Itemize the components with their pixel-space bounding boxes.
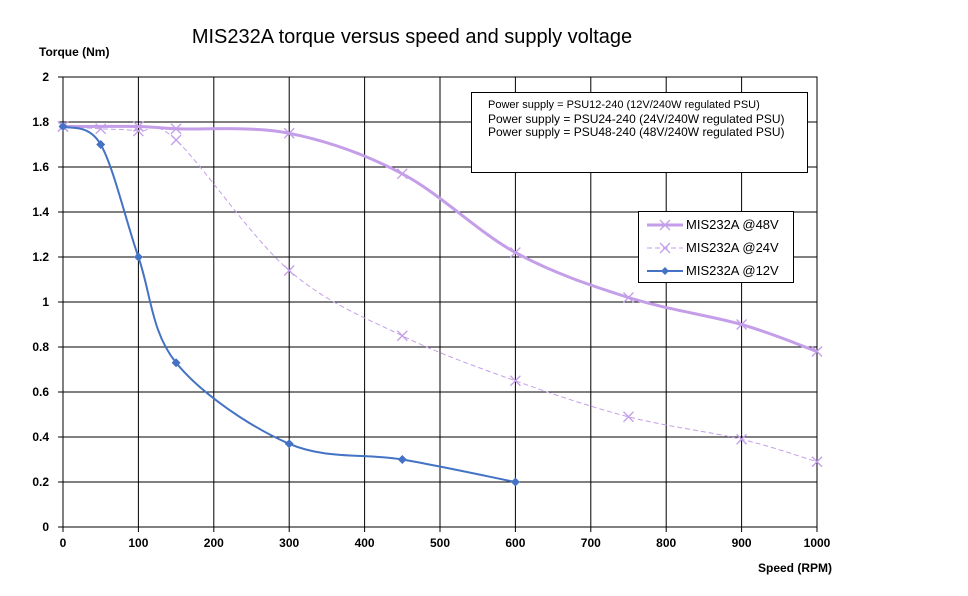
y-tick-label: 0.2 (32, 475, 49, 489)
axes: 0 100 200 300 400 500 600 700 800 900 1000 0 0.2 0.4 0… (32, 70, 830, 550)
y-tick-label: 0.4 (32, 430, 49, 444)
y-tick-label: 0.8 (32, 340, 49, 354)
data-point-marker (396, 168, 408, 180)
series-line-24v (62, 126, 818, 463)
legend-label-12v: MIS232A @12V (686, 263, 779, 278)
x-tick-label: 900 (732, 536, 752, 550)
data-point-marker (623, 292, 634, 303)
data-point-marker (58, 122, 68, 131)
legend-item-12v: MIS232A @12V (639, 260, 795, 282)
legend-label-24v: MIS232A @24V (686, 240, 779, 255)
x-tick-label: 0 (60, 536, 67, 550)
chart-title: MIS232A torque versus speed and supply v… (192, 26, 632, 48)
data-point-marker (284, 439, 294, 449)
data-point-marker (170, 134, 182, 146)
y-tick-label: 1.4 (32, 205, 49, 219)
data-point-marker (811, 346, 823, 357)
series-line-48v (62, 124, 818, 353)
data-point-marker (736, 433, 748, 445)
data-point-marker (170, 123, 182, 135)
series-layer (57, 121, 823, 487)
y-axis-label: Torque (Nm) (39, 45, 109, 59)
legend-label-48v: MIS232A @48V (686, 217, 779, 232)
legend-item-24v: MIS232A @24V (639, 237, 795, 259)
data-point-marker (811, 456, 823, 468)
data-point-marker (133, 252, 143, 262)
data-point-marker (132, 121, 144, 132)
plot-border (62, 76, 818, 528)
data-point-marker (509, 247, 521, 258)
x-tick-label: 300 (279, 536, 299, 550)
y-tick-label: 0.6 (32, 385, 49, 399)
legend-swatch-24v (647, 242, 683, 254)
psu-note-12v: Power supply = PSU12-240 (12V/240W regul… (488, 99, 760, 111)
legend: MIS232A @48V MIS232A @24V MIS232A @12V (638, 211, 794, 283)
data-point-marker (396, 330, 408, 342)
x-tick-label: 800 (656, 536, 676, 550)
y-tick-label: 0 (42, 520, 49, 534)
x-tick-label: 1000 (804, 536, 831, 550)
x-tick-label: 600 (505, 536, 525, 550)
x-axis-label: Speed (RPM) (758, 561, 832, 575)
data-point-marker (736, 319, 748, 330)
psu-note-48v: Power supply = PSU48-240 (48V/240W regul… (488, 125, 785, 139)
y-tick-label: 1.2 (32, 250, 49, 264)
legend-swatch-12v (647, 267, 683, 275)
y-tick-label: 1.8 (32, 115, 49, 129)
data-point-marker (283, 265, 295, 276)
x-tick-label: 500 (430, 536, 450, 550)
y-tick-label: 1.6 (32, 160, 49, 174)
legend-item-48v: MIS232A @48V (639, 214, 795, 236)
x-tick-label: 700 (581, 536, 601, 550)
x-tick-label: 400 (355, 536, 375, 550)
y-tick-label: 1 (42, 295, 49, 309)
data-point-marker (283, 127, 295, 139)
y-tick-label: 2 (42, 70, 49, 84)
psu-note-24v: Power supply = PSU24-240 (24V/240W regul… (488, 112, 785, 126)
psu-note-box: Power supply = PSU12-240 (12V/240W regul… (471, 92, 808, 173)
data-point-marker (96, 140, 106, 149)
x-tick-label: 100 (128, 536, 148, 550)
x-tick-label: 200 (204, 536, 224, 550)
data-point-marker (509, 375, 521, 387)
data-point-marker (623, 411, 634, 423)
data-point-marker (510, 477, 520, 487)
data-point-marker (171, 358, 181, 368)
legend-swatch-48v (647, 219, 683, 231)
data-point-marker (397, 455, 407, 464)
